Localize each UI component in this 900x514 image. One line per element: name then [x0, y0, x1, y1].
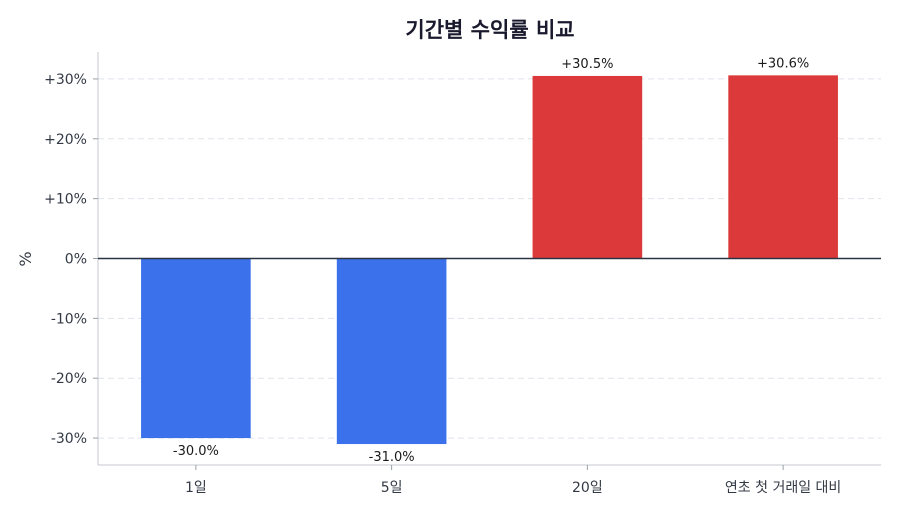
y-tick-label: +10%: [44, 192, 87, 208]
bar: [728, 75, 838, 259]
y-tick-label: 0%: [65, 252, 87, 268]
y-tick-label: -10%: [51, 311, 87, 327]
bar-value-label: -31.0%: [369, 450, 415, 465]
bar: [141, 258, 251, 439]
bar-value-label: +30.5%: [561, 57, 613, 72]
chart-title: 기간별 수익률 비교: [405, 18, 574, 42]
y-axis-label: %: [16, 251, 35, 266]
data-labels: -30.0% -31.0% +30.5% +30.6%: [173, 56, 809, 465]
x-tick-label: 5일: [381, 480, 403, 496]
bar-value-label: -30.0%: [173, 444, 219, 459]
y-axis-ticks: +30% +20% +10% 0% -10% -20% -30%: [44, 72, 98, 447]
y-tick-label: -30%: [51, 431, 87, 447]
y-tick-label: -20%: [51, 371, 87, 387]
x-axis-ticks: 1일 5일 20일 연초 첫 거래일 대비: [185, 465, 841, 496]
y-tick-label: +30%: [44, 72, 87, 88]
x-tick-label: 1일: [185, 480, 207, 496]
bar-value-label: +30.6%: [757, 56, 809, 71]
y-tick-label: +20%: [44, 132, 87, 148]
bar: [336, 258, 447, 445]
x-tick-label: 20일: [572, 480, 603, 496]
x-tick-label: 연초 첫 거래일 대비: [725, 480, 841, 496]
bar: [532, 75, 643, 259]
bars: [141, 75, 838, 445]
